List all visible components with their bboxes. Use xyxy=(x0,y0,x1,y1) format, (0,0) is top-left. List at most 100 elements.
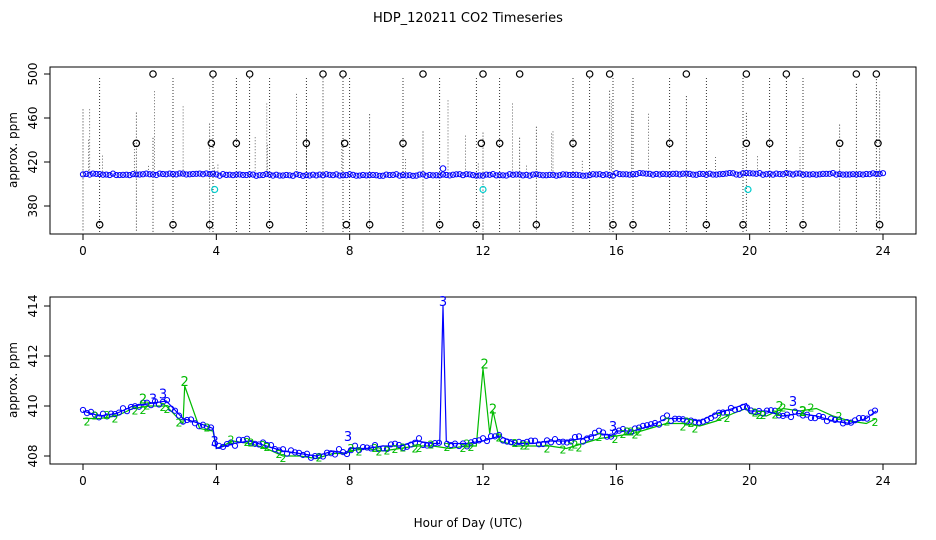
series-point-3 xyxy=(507,439,515,446)
y-tick-label: 408 xyxy=(26,445,40,468)
baseline-point xyxy=(853,171,860,178)
outlier-point xyxy=(569,139,577,148)
baseline-point xyxy=(819,170,827,177)
baseline-point xyxy=(809,171,817,178)
baseline-point xyxy=(806,171,813,178)
y-tick-label: 460 xyxy=(26,107,40,130)
point-label: 3 xyxy=(159,388,167,403)
series-point-3 xyxy=(443,440,451,447)
baseline-point xyxy=(739,170,747,177)
baseline-point xyxy=(573,171,580,178)
series-point-3 xyxy=(355,447,363,454)
baseline-point xyxy=(553,172,560,179)
series-point-2: 2 xyxy=(724,412,731,425)
baseline-point xyxy=(816,171,823,178)
y-tick-label: 414 xyxy=(26,295,40,318)
baseline-point xyxy=(359,171,367,179)
baseline-point xyxy=(519,172,527,179)
series-point-3 xyxy=(831,416,839,424)
baseline-point xyxy=(689,171,697,178)
outlier-point xyxy=(205,220,214,229)
point-label: 3 xyxy=(789,395,797,410)
baseline-point xyxy=(716,171,723,178)
baseline-point xyxy=(743,169,750,177)
baseline-point xyxy=(416,171,423,178)
series-point-3 xyxy=(843,419,851,426)
series-point-2: 2 xyxy=(524,439,531,452)
baseline-point xyxy=(453,171,460,178)
outlier-point xyxy=(169,220,177,229)
baseline-point xyxy=(633,171,640,178)
baseline-point xyxy=(323,171,330,178)
series-point-2: 2 xyxy=(780,401,787,414)
series-point-3 xyxy=(447,441,455,449)
series-point-3 xyxy=(815,412,823,420)
baseline-point xyxy=(859,171,867,178)
series-point-3 xyxy=(615,427,623,434)
series-point-3 xyxy=(499,437,507,444)
baseline-point xyxy=(136,171,143,178)
baseline-point xyxy=(303,172,310,179)
series-point-2: 2 xyxy=(444,441,451,454)
y-tick-label: 380 xyxy=(26,195,40,218)
baseline-point xyxy=(749,170,757,177)
series-point-3 xyxy=(235,436,243,443)
series-point-2: 2 xyxy=(760,409,767,422)
series-point-3 xyxy=(335,446,343,453)
baseline-point xyxy=(703,171,710,178)
x-tick-label: 12 xyxy=(475,244,490,258)
series-line-3 xyxy=(82,305,877,457)
series-point-2: 2 xyxy=(572,438,579,451)
baseline-point xyxy=(786,170,793,177)
series-point-3 xyxy=(399,444,407,452)
series-point-3 xyxy=(563,439,571,446)
outlier-point xyxy=(875,220,884,229)
series-point-3 xyxy=(111,411,119,418)
outlier-point xyxy=(245,70,254,78)
series-point-3 xyxy=(103,413,111,420)
outlier-point xyxy=(629,220,637,229)
series-point-3 xyxy=(759,410,767,417)
baseline-point xyxy=(273,171,280,178)
outlier-point xyxy=(339,70,347,78)
baseline-point xyxy=(723,170,730,177)
series-point-2: 2 xyxy=(428,439,435,452)
baseline-point xyxy=(389,171,397,178)
series-point-3 xyxy=(371,441,379,449)
series-point-2: 2 xyxy=(688,417,695,430)
baseline-point xyxy=(399,172,407,179)
baseline-point xyxy=(473,172,480,179)
series-point-3 xyxy=(155,401,163,408)
series-point-2: 2 xyxy=(628,425,635,438)
baseline-point xyxy=(856,171,863,178)
series-point-2: 2 xyxy=(276,448,283,461)
series-point-2: 2 xyxy=(400,442,407,455)
baseline-point xyxy=(753,170,760,177)
baseline-point xyxy=(879,170,887,177)
baseline-point xyxy=(113,171,120,179)
series-point-2: 2 xyxy=(560,444,567,457)
baseline-point xyxy=(206,170,213,178)
baseline-point xyxy=(836,171,843,178)
baseline-point xyxy=(649,171,657,178)
series-point-2: 2 xyxy=(800,405,807,418)
baseline-point xyxy=(316,171,323,178)
series-point-3 xyxy=(147,402,155,409)
series-point-2: 2 xyxy=(776,406,783,419)
series-point-2: 2 xyxy=(104,409,111,422)
outlier-point xyxy=(665,139,674,148)
baseline-point xyxy=(269,172,277,179)
baseline-point xyxy=(346,171,353,178)
baseline-point xyxy=(166,170,173,177)
baseline-point xyxy=(489,171,497,178)
outlier-point xyxy=(302,139,311,148)
baseline-point xyxy=(309,171,317,178)
series-point-2: 2 xyxy=(416,442,423,455)
outlier-point xyxy=(232,139,241,148)
series-point-3 xyxy=(571,433,579,441)
series-point-3 xyxy=(119,405,127,412)
baseline-point xyxy=(506,171,513,178)
baseline-point xyxy=(639,170,647,177)
baseline-point xyxy=(673,170,680,177)
baseline-point xyxy=(483,171,490,178)
